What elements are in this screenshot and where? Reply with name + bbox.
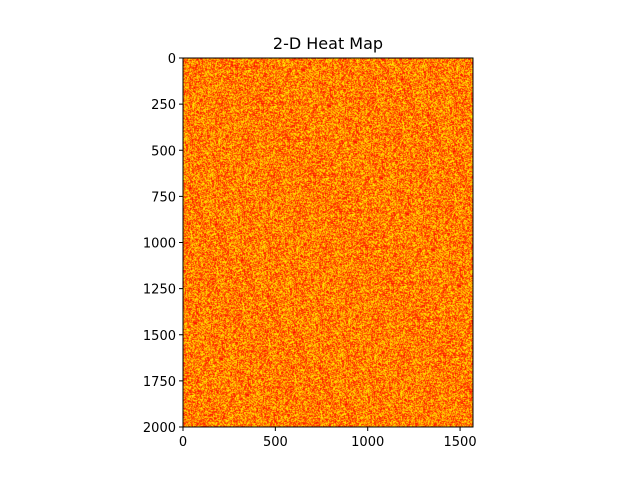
x-tick-label: 1500 xyxy=(444,435,477,450)
x-tick-label: 0 xyxy=(179,435,187,450)
chart-title: 2-D Heat Map xyxy=(273,34,383,53)
y-tick-label: 1500 xyxy=(143,329,176,344)
x-tick-label: 1000 xyxy=(351,435,384,450)
y-tick-label: 250 xyxy=(151,98,176,113)
y-tick-label: 0 xyxy=(168,52,176,67)
y-tick-label: 500 xyxy=(151,144,176,159)
y-tick-label: 1000 xyxy=(143,237,176,252)
y-tick-label: 750 xyxy=(151,190,176,205)
plot-area xyxy=(182,57,474,428)
y-tick-label: 2000 xyxy=(143,421,176,436)
y-axis: 0 250 500 750 1000 1250 1500 1750 2000 xyxy=(143,52,183,436)
x-tick-label: 500 xyxy=(263,435,288,450)
x-axis: 0 500 1000 1500 xyxy=(179,427,477,450)
y-tick-label: 1750 xyxy=(143,375,176,390)
y-tick-label: 1250 xyxy=(143,283,176,298)
heatmap-image xyxy=(183,58,473,427)
